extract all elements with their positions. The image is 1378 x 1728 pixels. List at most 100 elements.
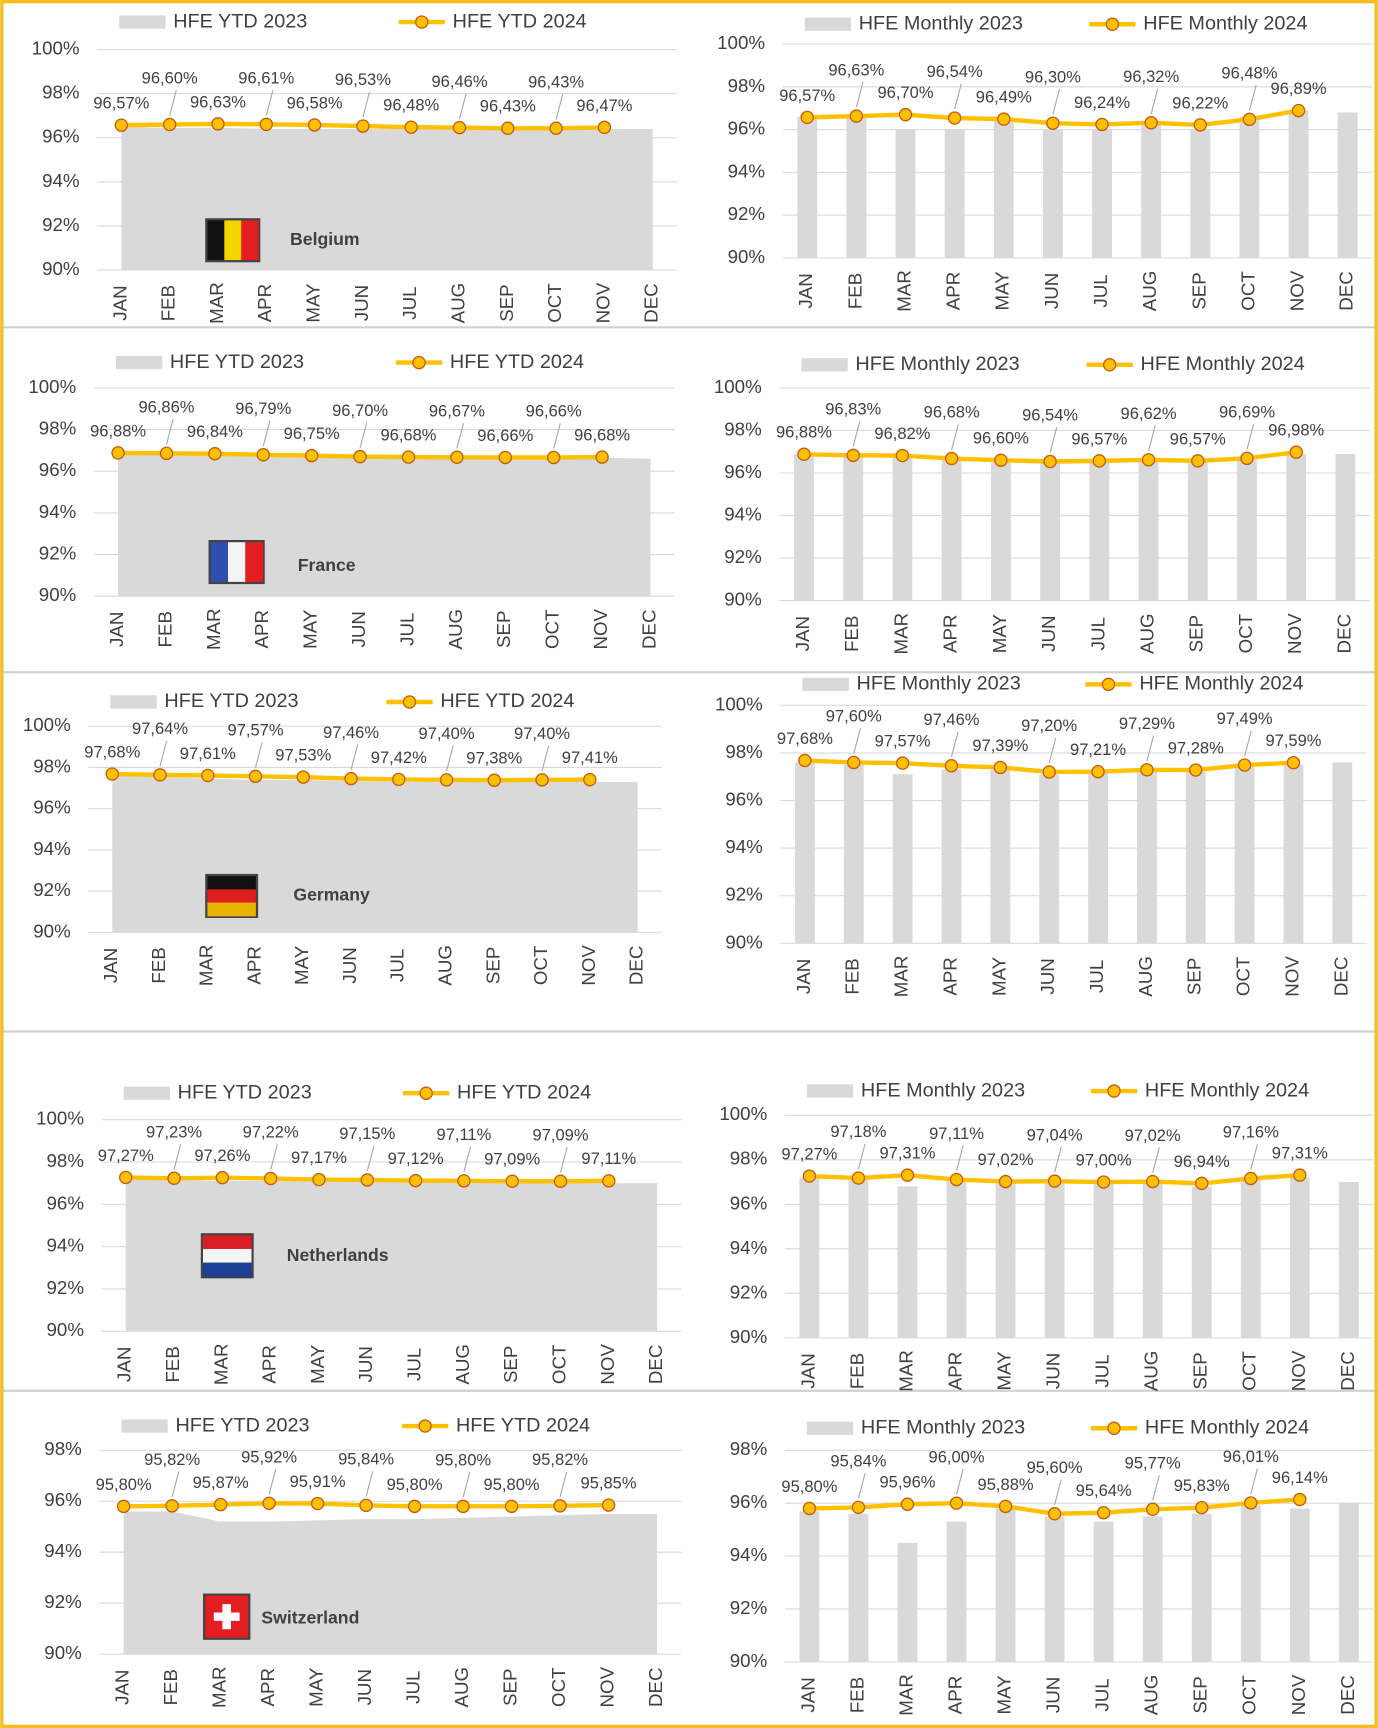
- y-tick-label: 96%: [725, 788, 762, 809]
- point: [304, 448, 319, 463]
- value-label: 96,00%: [929, 1447, 985, 1466]
- x-tick-label: JAN: [792, 616, 813, 651]
- value-label: 96,61%: [238, 68, 294, 87]
- x-tick-label: AUG: [1137, 613, 1158, 654]
- bar: [1240, 1179, 1261, 1338]
- point: [900, 1168, 915, 1182]
- x-tick-label: DEC: [626, 946, 647, 986]
- point: [1244, 1171, 1258, 1186]
- legend-swatch: [806, 1084, 854, 1098]
- flag-stripe: [245, 542, 264, 582]
- legend-label: HFE Monthly 2024: [1141, 353, 1305, 375]
- x-tick-label: OCT: [1237, 271, 1258, 311]
- value-label: 97,49%: [1217, 709, 1273, 728]
- bar: [1234, 767, 1255, 944]
- point: [215, 1170, 230, 1185]
- x-tick-label: OCT: [1235, 614, 1256, 654]
- value-label: 96,69%: [1219, 402, 1275, 421]
- point: [993, 760, 1008, 775]
- chart-panel: 90% 92% 94% 96% 98% 100% JAN FEB MAR APR MAY JUN JUL…: [28, 351, 675, 650]
- y-tick-label: 98%: [730, 1438, 767, 1459]
- point: [602, 1174, 616, 1188]
- point: [457, 1174, 471, 1188]
- flag-stripe: [207, 876, 256, 890]
- x-tick-label: JUL: [387, 949, 408, 982]
- value-label: 95,64%: [1076, 1481, 1132, 1500]
- value-label: 96,88%: [90, 421, 146, 440]
- x-tick-label: MAR: [890, 613, 911, 655]
- value-label: 97,11%: [929, 1124, 984, 1143]
- point: [1096, 1505, 1111, 1520]
- point: [452, 120, 467, 135]
- value-label: 97,27%: [781, 1144, 837, 1163]
- point: [262, 1496, 276, 1511]
- flag-stripe: [207, 220, 225, 261]
- x-tick-label: SEP: [500, 1668, 521, 1705]
- value-label: 97,64%: [132, 719, 188, 738]
- point: [487, 773, 502, 787]
- point: [998, 1174, 1013, 1189]
- bar: [1136, 771, 1157, 944]
- area: [121, 126, 653, 270]
- flag-stripe: [227, 542, 246, 582]
- legend-label: HFE YTD 2024: [450, 351, 584, 373]
- point: [259, 117, 273, 132]
- bar: [1237, 460, 1257, 601]
- bar: [1093, 1182, 1114, 1338]
- legend-label: HFE YTD 2024: [453, 10, 587, 32]
- x-tick-label: JUN: [351, 285, 372, 321]
- value-label: 95,80%: [781, 1477, 837, 1496]
- value-label: 97,02%: [1125, 1126, 1181, 1145]
- x-tick-label: FEB: [148, 947, 169, 983]
- value-label: 97,12%: [388, 1149, 444, 1168]
- point: [949, 1172, 964, 1187]
- point: [1145, 1502, 1160, 1516]
- bar: [1042, 129, 1063, 258]
- x-tick-label: JUL: [396, 613, 417, 646]
- x-tick-label: APR: [943, 272, 964, 311]
- y-tick-label: 98%: [44, 1438, 81, 1459]
- chart-panel: 90% 92% 94% 96% 98% JAN FEB MAR APR MAY JUN JUL AUG S…: [44, 1414, 682, 1708]
- x-tick-label: SEP: [1188, 272, 1209, 309]
- value-label: 97,61%: [180, 744, 236, 763]
- value-label: 97,28%: [1168, 738, 1224, 757]
- bar: [1240, 1505, 1261, 1662]
- leader-line: [458, 93, 467, 119]
- value-label: 96,82%: [874, 424, 930, 443]
- value-label: 97,31%: [879, 1144, 935, 1163]
- value-label: 95,87%: [193, 1473, 249, 1492]
- x-tick-label: FEB: [160, 1669, 181, 1705]
- x-tick-label: SEP: [1184, 958, 1205, 995]
- x-tick-label: JUL: [1090, 274, 1111, 307]
- value-label: 97,04%: [1027, 1125, 1083, 1144]
- x-tick-label: SEP: [1190, 1676, 1211, 1713]
- value-label: 97,57%: [875, 732, 931, 751]
- x-tick-label: AUG: [452, 1344, 473, 1385]
- value-label: 96,14%: [1272, 1468, 1328, 1487]
- point: [1046, 116, 1060, 130]
- value-label: 97,09%: [533, 1125, 589, 1144]
- x-tick-label: NOV: [597, 1344, 618, 1385]
- value-label: 97,60%: [826, 707, 882, 726]
- value-label: 95,82%: [532, 1450, 588, 1469]
- value-label: 95,80%: [387, 1475, 443, 1494]
- value-label: 97,46%: [323, 723, 379, 742]
- value-label: 96,60%: [973, 429, 1029, 448]
- point: [1291, 103, 1306, 118]
- leader-line: [456, 422, 465, 449]
- value-label: 96,84%: [187, 422, 243, 441]
- x-tick-label: MAR: [210, 1344, 231, 1386]
- point: [895, 756, 910, 770]
- y-tick-label: 100%: [715, 693, 763, 714]
- y-tick-label: 96%: [33, 797, 70, 818]
- point: [1286, 755, 1301, 770]
- y-tick-label: 100%: [23, 714, 71, 735]
- y-tick-label: 100%: [28, 376, 76, 397]
- x-tick-label: MAY: [994, 1351, 1015, 1391]
- point: [1293, 1492, 1307, 1507]
- value-label: 97,23%: [146, 1122, 202, 1141]
- leader-line: [1250, 1144, 1258, 1170]
- point: [851, 1500, 866, 1515]
